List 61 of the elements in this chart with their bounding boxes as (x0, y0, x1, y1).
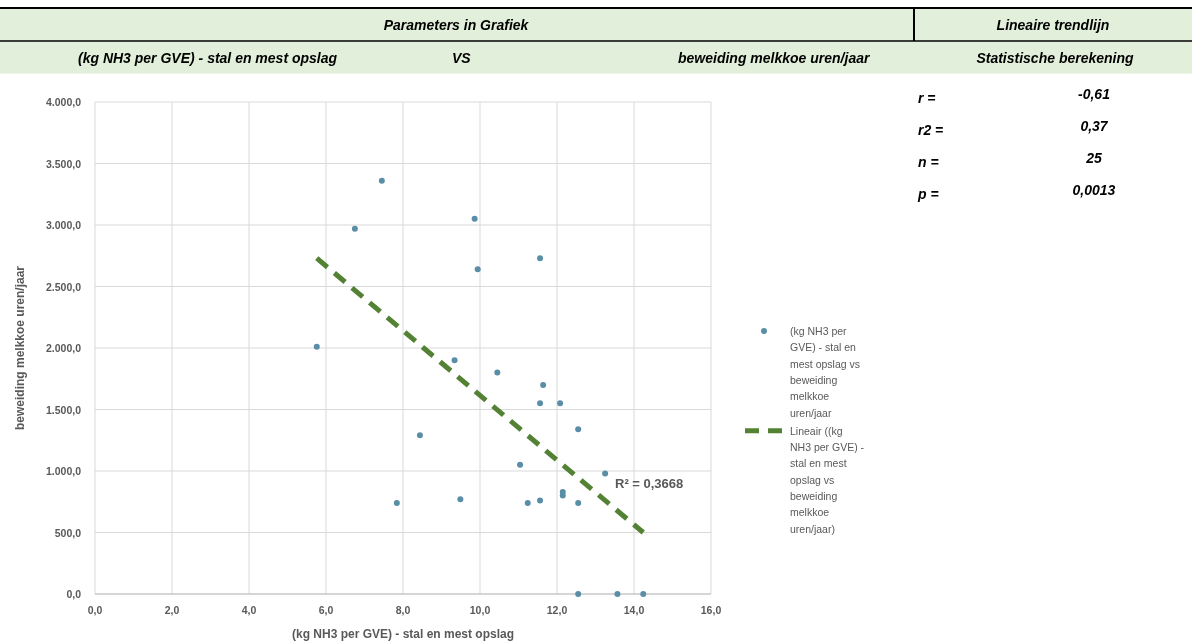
text: beweiding melkkoe uren/jaar (678, 50, 871, 66)
point (471, 215, 478, 222)
text: VS (452, 50, 472, 66)
x-tick-label: 8,0 (395, 604, 411, 616)
point (537, 497, 544, 504)
point (614, 591, 621, 597)
y-tick-label: 3.500,0 (45, 157, 82, 170)
x-tick-label: 6,0 (318, 604, 334, 616)
x-tick-label: 16,0 (700, 604, 722, 616)
point (575, 426, 582, 433)
point (474, 266, 481, 273)
text: Statistische berekening (976, 50, 1135, 66)
point (559, 492, 566, 499)
point (494, 369, 501, 376)
text: 0,0013 (1072, 182, 1116, 198)
x-axis-title: (kg NH3 per GVE) - stal en mest opslag (291, 627, 515, 641)
point (640, 591, 647, 597)
point (524, 499, 531, 506)
legend-label: Lineair ((kg NH3 per GVE) - stal en mest opslag vs beweiding melkkoe uren/jaar) (790, 424, 865, 535)
text: r = (918, 90, 936, 106)
x-tick-label: 10,0 (469, 604, 491, 616)
text: 0,37 (1080, 118, 1109, 134)
point (537, 400, 544, 407)
x-tick-label: 2,0 (164, 604, 180, 616)
y-tick-label: 500,0 (54, 526, 82, 539)
x-tick-label: 12,0 (546, 604, 568, 616)
y-tick-label: 1.500,0 (45, 403, 82, 416)
point (517, 461, 524, 468)
text: r2 = (918, 122, 944, 138)
y-tick-label: 1.000,0 (45, 465, 82, 477)
point (457, 496, 464, 503)
point (575, 499, 582, 506)
y-axis-title: beweiding melkkoe uren/jaar (13, 265, 27, 431)
point (351, 225, 358, 232)
y-tick-label: 0,0 (66, 588, 82, 600)
chart-title: Parameters in Grafiek (383, 17, 530, 33)
text: 25 (1085, 150, 1102, 166)
x-tick-label: 0,0 (87, 604, 103, 616)
point (602, 470, 609, 477)
point (416, 432, 423, 439)
point (537, 255, 544, 262)
point (557, 400, 564, 407)
text: -0,61 (1078, 86, 1111, 102)
text: Lineaire trendlijn (996, 17, 1110, 33)
y-tick-label: 2.500,0 (45, 280, 82, 293)
x-tick-label: 14,0 (623, 604, 645, 616)
point (378, 177, 385, 184)
text: p = (917, 186, 939, 202)
text: (kg NH3 per GVE) - stal en mest opslag (78, 50, 338, 66)
annotation: R² = 0,3668 (615, 476, 684, 491)
legend-label: (kg NH3 per GVE) - stal en mest opslag vs beweiding melkkoe uren/jaar (790, 325, 861, 419)
point (575, 591, 582, 597)
point (313, 343, 320, 350)
point (540, 381, 547, 388)
point (451, 357, 458, 364)
x-tick-label: 4,0 (241, 604, 257, 616)
y-tick-label: 4.000,0 (45, 96, 82, 108)
y-tick-label: 3.000,0 (45, 219, 82, 231)
text: n = (918, 154, 939, 170)
y-tick-label: 2.000,0 (45, 342, 82, 354)
point (393, 499, 400, 506)
